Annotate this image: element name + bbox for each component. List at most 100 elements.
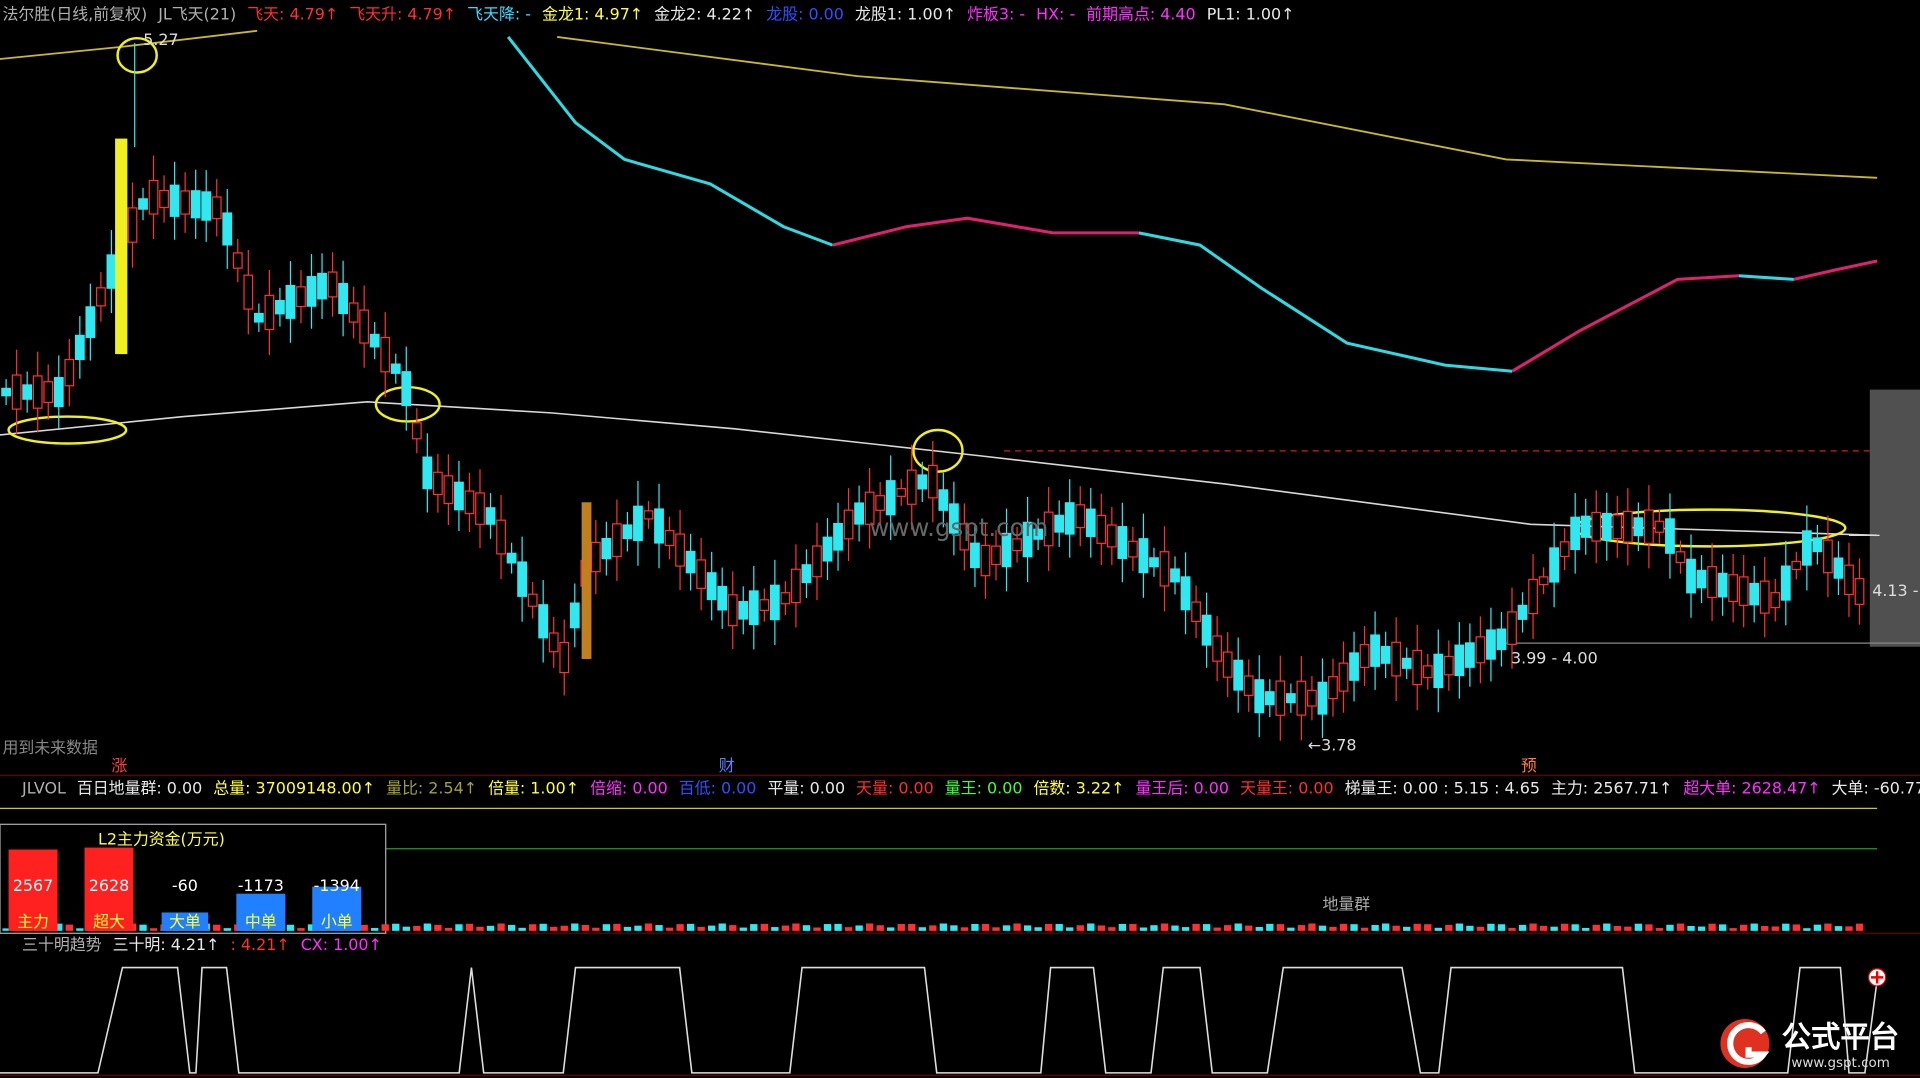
candle-body xyxy=(1001,532,1012,568)
candle-body xyxy=(843,509,854,540)
volume-bar xyxy=(1824,923,1832,931)
l2-value: 2628 xyxy=(89,876,129,895)
candle-body xyxy=(1201,614,1212,646)
volume-bar xyxy=(528,924,537,931)
candle-body xyxy=(380,336,391,373)
candle-body xyxy=(1349,652,1359,681)
candle-body xyxy=(390,363,401,374)
volume-bar xyxy=(718,923,726,931)
candle-body xyxy=(148,179,159,215)
candle-body xyxy=(1338,662,1349,692)
candle-body xyxy=(1275,680,1286,716)
volume-bar xyxy=(1066,927,1074,931)
volume-bar xyxy=(1371,925,1379,931)
candle-body xyxy=(1138,538,1149,574)
candle-body xyxy=(1043,511,1054,547)
candle-body xyxy=(211,196,222,220)
volume-bar xyxy=(55,923,63,931)
indicator-text: 龙股1: 1.00↑ xyxy=(855,4,956,23)
last-label: 4.13 - xyxy=(1872,581,1918,600)
candle-body xyxy=(1486,629,1496,660)
candle-body xyxy=(1106,524,1117,548)
candle-body xyxy=(538,604,549,639)
indicator-text: 量王后: 0.00 xyxy=(1135,778,1229,797)
candle-body xyxy=(1812,537,1823,553)
volume-bar xyxy=(1403,926,1411,931)
volume-bar xyxy=(1234,923,1242,931)
volume-bar xyxy=(686,923,695,931)
indicator-text: 倍量: 1.00↑ xyxy=(488,778,579,797)
candle-body xyxy=(1654,520,1665,533)
candle-body xyxy=(611,523,622,558)
candle-body xyxy=(1601,512,1612,541)
candle-body xyxy=(401,371,412,407)
candle-body xyxy=(643,510,654,520)
candle-body xyxy=(338,282,349,315)
volume-bar xyxy=(887,927,895,931)
candle-body xyxy=(64,358,75,387)
volume-bar xyxy=(139,924,147,931)
candle-body xyxy=(369,333,380,348)
volume-bar xyxy=(1139,927,1148,931)
candle-body xyxy=(1496,628,1507,651)
candle-body xyxy=(833,522,843,551)
candle-body xyxy=(1149,557,1159,568)
candle-body xyxy=(1180,576,1191,611)
l2-label-box xyxy=(237,912,285,931)
candle-body xyxy=(1285,693,1296,704)
volume-bar xyxy=(65,924,73,931)
candle-body xyxy=(590,541,601,573)
volume-bar xyxy=(939,923,948,931)
candle-body xyxy=(1570,516,1581,551)
candle-body xyxy=(959,523,970,551)
volume-bar xyxy=(876,925,884,931)
volume-bar xyxy=(1792,924,1800,931)
candle-body xyxy=(180,190,191,215)
logo-icon xyxy=(1727,1022,1770,1065)
candle-body xyxy=(1791,560,1802,571)
volume-bar xyxy=(1855,923,1864,931)
candle-body xyxy=(864,491,875,525)
candle-body xyxy=(1033,528,1044,540)
volume-bar xyxy=(1308,923,1316,931)
indicator-text: 百日地量群: 0.00 xyxy=(77,778,202,797)
candle-body xyxy=(127,207,138,243)
volume-bar xyxy=(1592,924,1600,931)
candle-body xyxy=(1559,541,1570,558)
candle-body xyxy=(1643,509,1654,545)
volume-bar xyxy=(1740,924,1748,931)
volume-bar xyxy=(1676,923,1685,931)
candle-body xyxy=(285,284,296,319)
candle-body xyxy=(1801,530,1812,566)
volume-bar xyxy=(655,925,663,931)
candle-body xyxy=(222,212,233,246)
volume-bar xyxy=(592,927,600,931)
volume-bar xyxy=(1297,925,1306,931)
candle-body xyxy=(1759,580,1770,614)
l2-label-box xyxy=(161,912,209,931)
volume-bar xyxy=(623,926,632,931)
candle-body xyxy=(1738,576,1749,606)
volume-bar xyxy=(760,923,768,931)
volume-bar xyxy=(223,928,231,931)
candle-body xyxy=(759,599,770,611)
volume-bar xyxy=(1571,924,1579,931)
l2-label-box xyxy=(9,912,57,931)
candle-body xyxy=(980,544,991,577)
candle-body xyxy=(1096,514,1107,544)
volume-bar xyxy=(286,924,295,931)
volume-bar xyxy=(602,924,611,931)
volume-bar xyxy=(1381,923,1390,931)
volume-bar xyxy=(402,926,410,931)
high-label: 5.27 xyxy=(143,30,178,49)
volume-bar xyxy=(855,925,863,931)
volume-bar xyxy=(676,924,684,931)
volume-bar xyxy=(908,923,916,931)
l2-value: -1173 xyxy=(238,876,284,895)
volume-bar xyxy=(1560,923,1569,931)
volume-bar xyxy=(929,925,937,931)
candle-body xyxy=(327,271,338,298)
volume-bar xyxy=(1550,926,1558,931)
